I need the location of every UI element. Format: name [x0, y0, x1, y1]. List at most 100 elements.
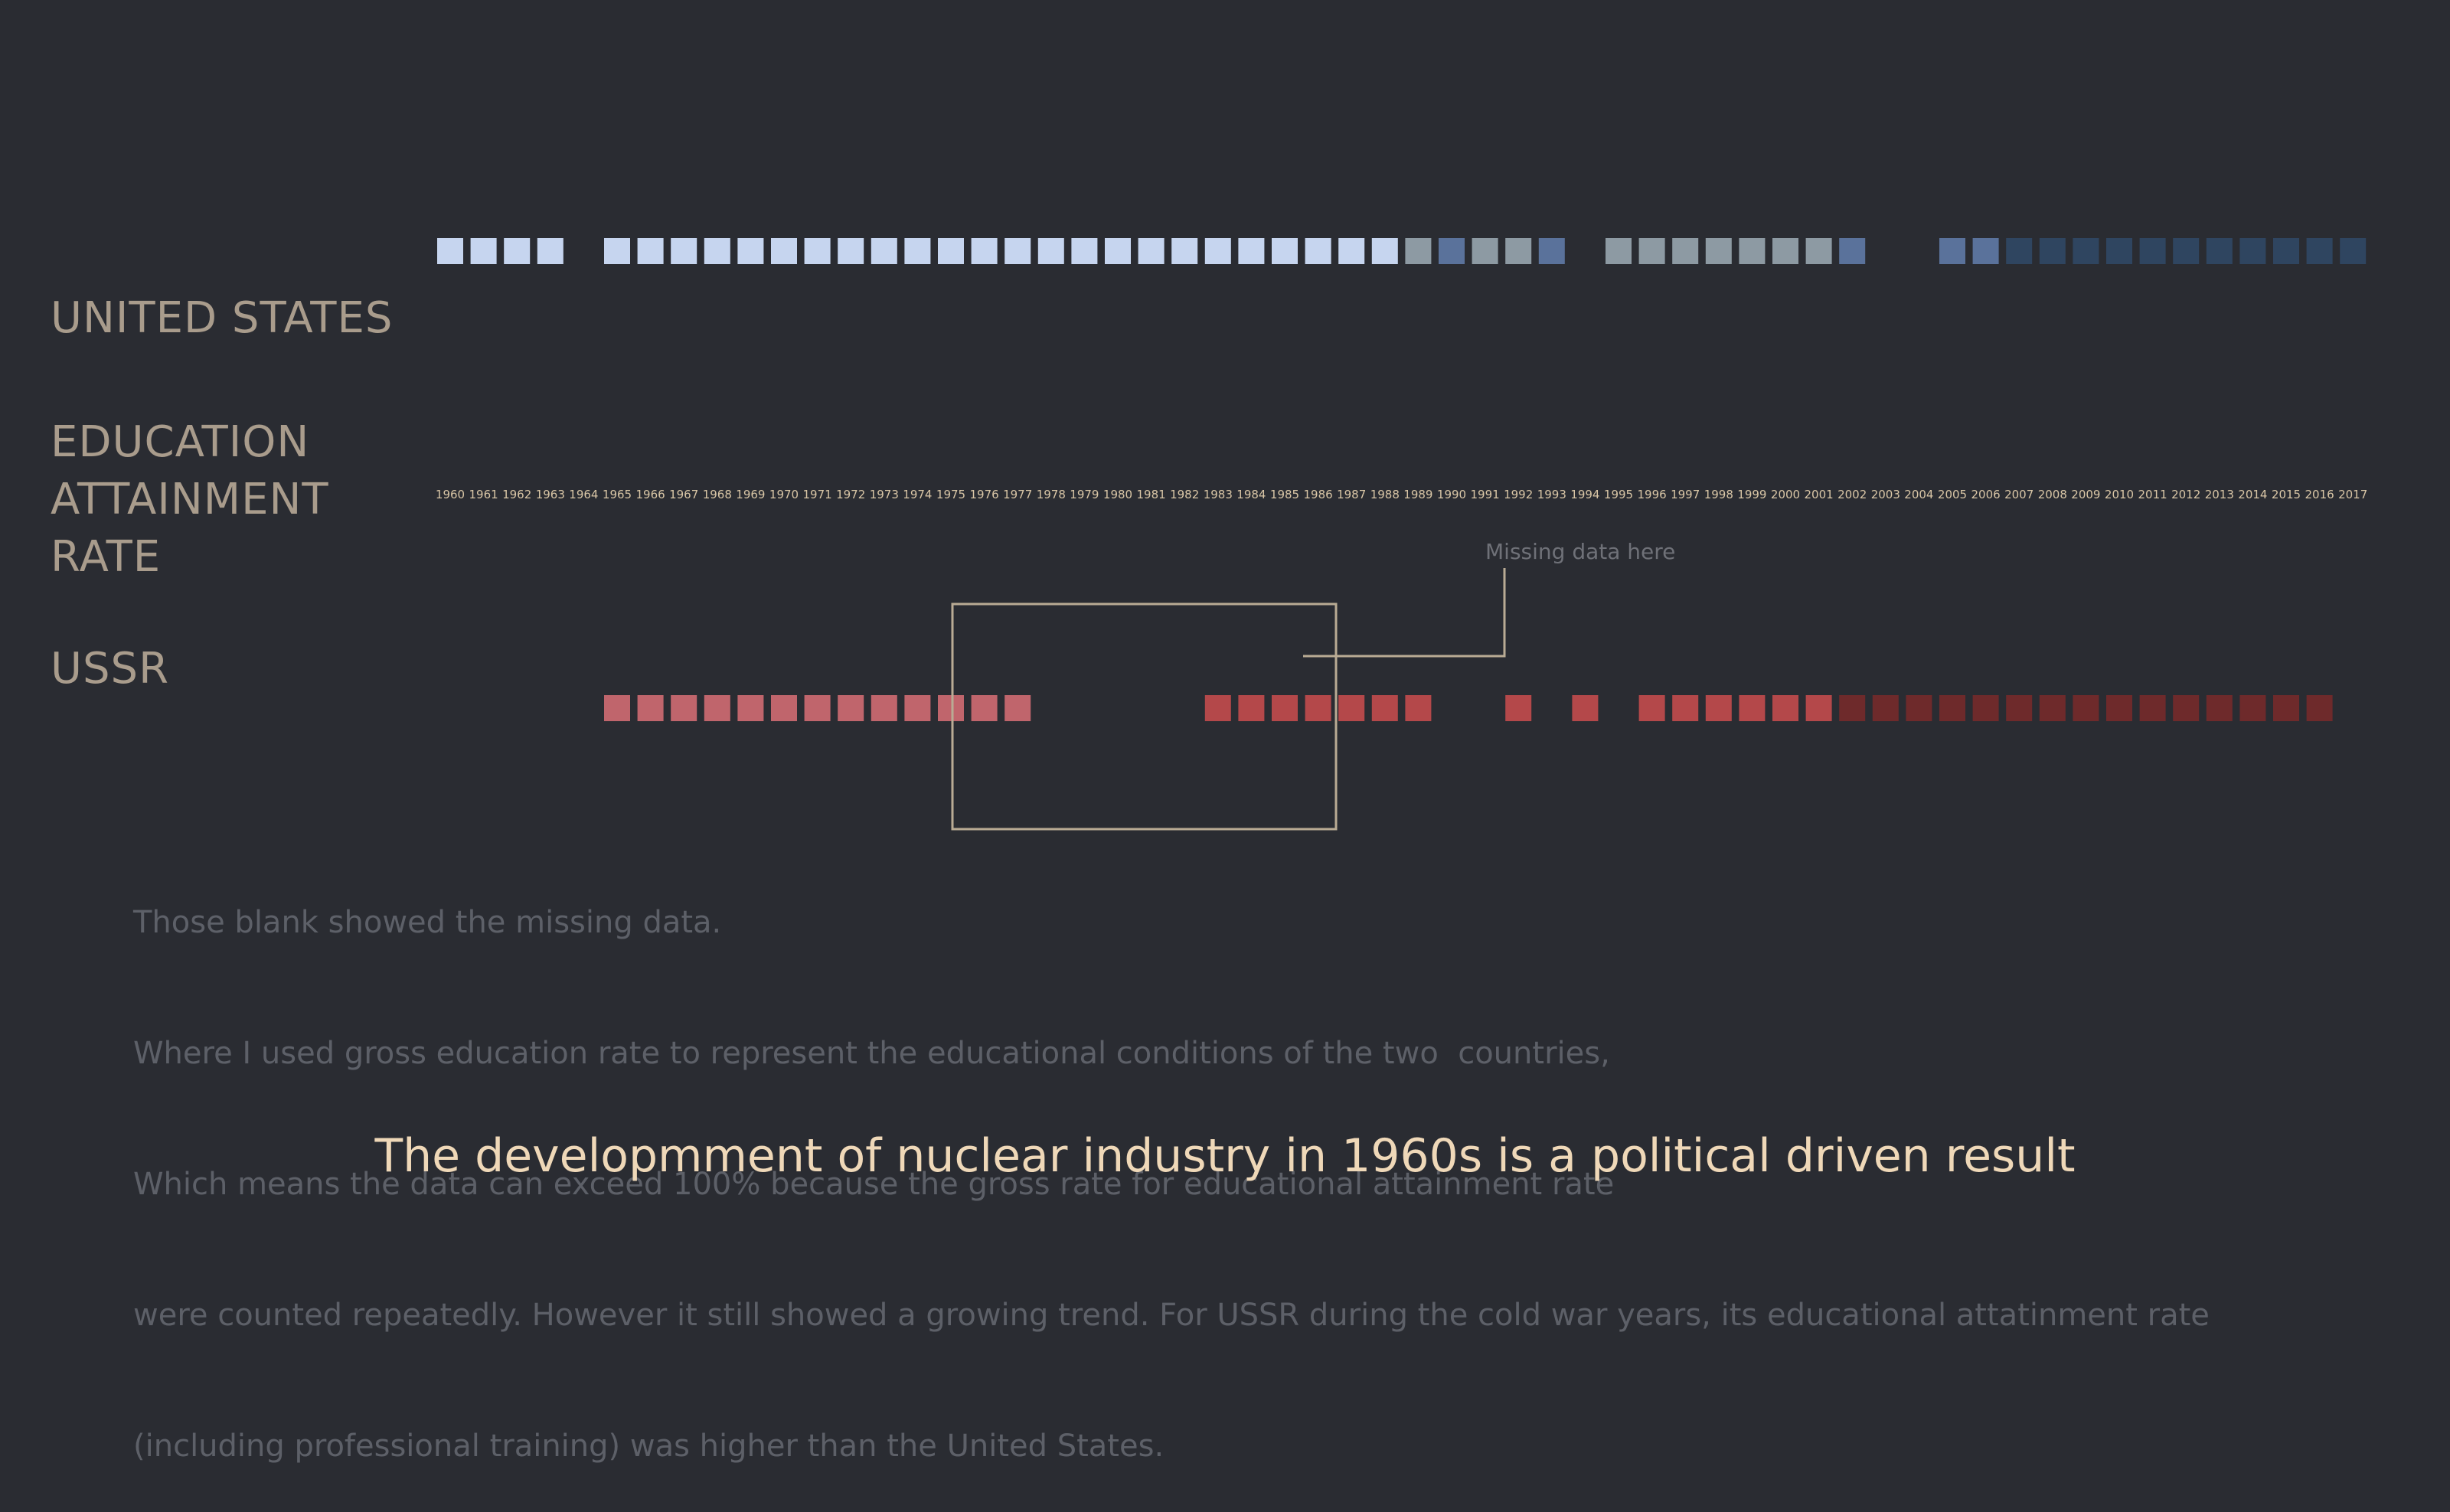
us-cell-1983: [1204, 238, 1231, 264]
label-metric-line-3: RATE: [51, 532, 162, 582]
year-tick-1970: 1970: [769, 488, 799, 501]
year-tick-1975: 1975: [936, 488, 965, 501]
ussr-cell-1970: [771, 695, 797, 721]
year-tick-1990: 1990: [1437, 488, 1466, 501]
ussr-cell-1985: [1272, 695, 1298, 721]
us-cell-2011: [2139, 238, 2166, 264]
year-tick-2001: 2001: [1805, 488, 1834, 501]
ussr-cell-1972: [838, 695, 864, 721]
ussr-cell-1974: [904, 695, 931, 721]
year-tick-1997: 1997: [1671, 488, 1700, 501]
us-cell-2013: [2206, 238, 2233, 264]
ussr-cell-2000: [1772, 695, 1798, 721]
us-cell-2012: [2173, 238, 2200, 264]
year-tick-1991: 1991: [1471, 488, 1500, 501]
label-metric-line-1: EDUCATION: [51, 417, 310, 467]
ussr-cell-1968: [704, 695, 730, 721]
year-tick-2017: 2017: [2338, 488, 2367, 501]
year-tick-1980: 1980: [1103, 488, 1132, 501]
year-tick-1979: 1979: [1070, 488, 1099, 501]
year-tick-2003: 2003: [1871, 488, 1900, 501]
year-tick-1981: 1981: [1137, 488, 1166, 501]
year-tick-1983: 1983: [1204, 488, 1233, 501]
us-cell-1984: [1238, 238, 1265, 264]
ussr-cell-1994: [1572, 695, 1599, 721]
year-tick-1982: 1982: [1170, 488, 1199, 501]
us-cell-2000: [1772, 238, 1798, 264]
us-cell-2002: [1839, 238, 1866, 264]
year-tick-2012: 2012: [2171, 488, 2200, 501]
year-tick-1985: 1985: [1270, 488, 1299, 501]
year-tick-1973: 1973: [870, 488, 899, 501]
ussr-cell-2005: [1939, 695, 1965, 721]
missing-data-box: [951, 603, 1338, 831]
us-cell-1970: [771, 238, 797, 264]
ussr-cell-1969: [737, 695, 764, 721]
us-cell-2005: [1939, 238, 1965, 264]
missing-data-callout: Missing data here: [1485, 539, 1675, 564]
year-tick-2014: 2014: [2238, 488, 2267, 501]
year-tick-1972: 1972: [836, 488, 865, 501]
us-cell-1975: [938, 238, 964, 264]
year-tick-2010: 2010: [2105, 488, 2134, 501]
year-tick-1995: 1995: [1604, 488, 1633, 501]
year-tick-1977: 1977: [1003, 488, 1032, 501]
year-tick-2011: 2011: [2138, 488, 2167, 501]
year-tick-2009: 2009: [2071, 488, 2100, 501]
ussr-cell-2006: [1972, 695, 1999, 721]
us-cell-1986: [1305, 238, 1331, 264]
us-cell-1993: [1538, 238, 1565, 264]
year-axis: 1960 1961 1962 1963 1964 1965 1966 1967 1968 1969…: [436, 488, 2367, 501]
note-line-2: Where I used gross education rate to rep…: [133, 1036, 1610, 1071]
ussr-cell-1965: [604, 695, 630, 721]
ussr-cell-2001: [1805, 695, 1832, 721]
ussr-cell-2015: [2273, 695, 2299, 721]
us-cell-1997: [1672, 238, 1699, 264]
label-united-states: UNITED STATES: [51, 293, 394, 343]
year-tick-2002: 2002: [1838, 488, 1867, 501]
us-cell-1981: [1138, 238, 1165, 264]
ussr-cell-2002: [1839, 695, 1866, 721]
year-tick-1989: 1989: [1403, 488, 1432, 501]
year-tick-1984: 1984: [1236, 488, 1266, 501]
ussr-cell-1996: [1638, 695, 1665, 721]
us-cell-1991: [1472, 238, 1498, 264]
heatmap-chart: 1960 1961 1962 1963 1964 1965 1966 1967 1968 1969…: [436, 238, 2367, 831]
ussr-cell-2010: [2106, 695, 2132, 721]
note-line-4: were counted repeatedly. However it stil…: [133, 1298, 2210, 1333]
year-tick-2008: 2008: [2038, 488, 2067, 501]
year-tick-1961: 1961: [469, 488, 498, 501]
us-cell-1961: [470, 238, 497, 264]
ussr-cell-2004: [1906, 695, 1932, 721]
us-cell-1965: [604, 238, 630, 264]
ussr-cell-2008: [2039, 695, 2066, 721]
year-tick-1996: 1996: [1638, 488, 1667, 501]
us-cell-2017: [2340, 238, 2367, 264]
year-tick-1967: 1967: [669, 488, 698, 501]
us-cell-1960: [437, 238, 463, 264]
year-tick-1986: 1986: [1304, 488, 1333, 501]
year-tick-1994: 1994: [1570, 488, 1599, 501]
us-cell-1990: [1439, 238, 1465, 264]
ussr-cell-1988: [1371, 695, 1398, 721]
us-cell-1998: [1705, 238, 1732, 264]
year-tick-1999: 1999: [1737, 488, 1766, 501]
ussr-cell-2012: [2173, 695, 2200, 721]
ussr-cell-2009: [2073, 695, 2099, 721]
ussr-cell-1989: [1405, 695, 1432, 721]
ussr-cell-1967: [671, 695, 697, 721]
ussr-cell-1973: [871, 695, 897, 721]
year-tick-2004: 2004: [1904, 488, 1933, 501]
us-cell-1979: [1071, 238, 1098, 264]
ussr-cell-1986: [1305, 695, 1331, 721]
us-cell-1969: [737, 238, 764, 264]
us-cell-1974: [904, 238, 931, 264]
us-cell-1976: [971, 238, 998, 264]
us-cell-1992: [1505, 238, 1532, 264]
year-tick-1965: 1965: [603, 488, 632, 501]
year-tick-1964: 1964: [569, 488, 598, 501]
ussr-cell-2016: [2306, 695, 2333, 721]
ussr-cell-1971: [804, 695, 831, 721]
us-cell-2007: [2006, 238, 2033, 264]
us-cell-1980: [1105, 238, 1131, 264]
